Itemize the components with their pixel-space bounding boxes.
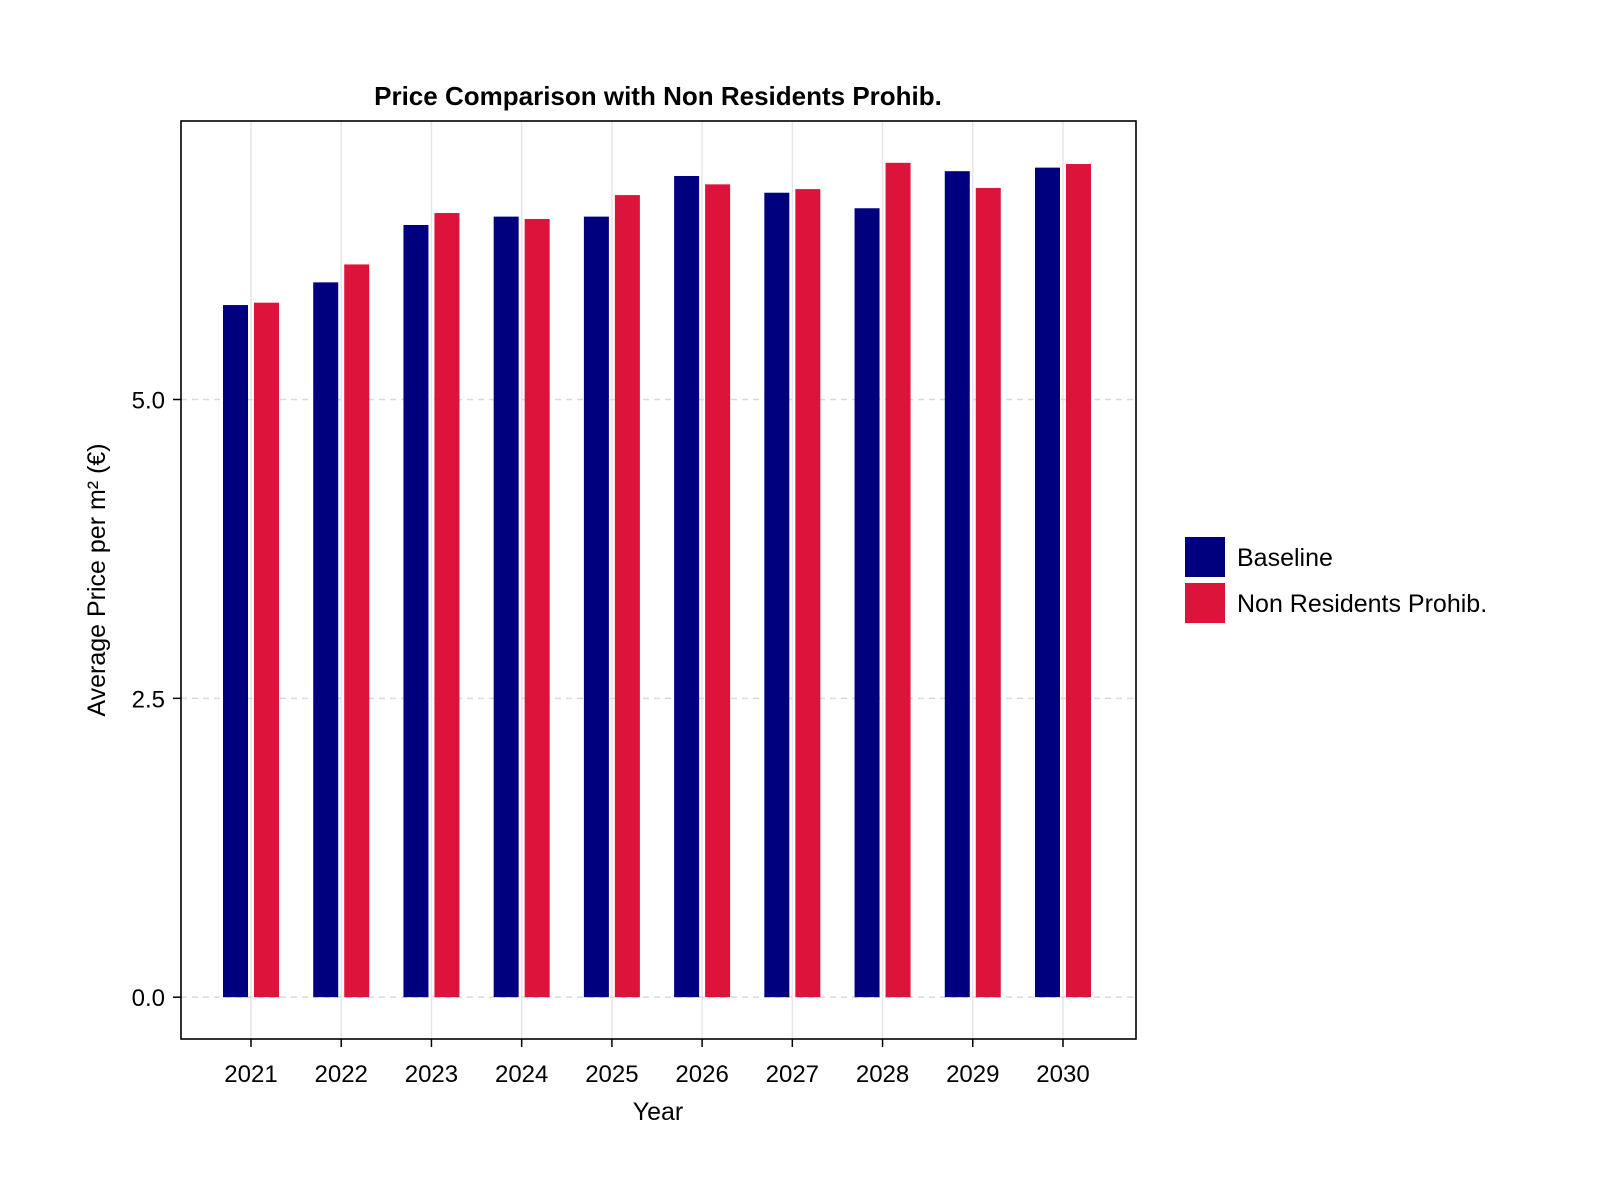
bar-non-residents-prohib--2029 bbox=[975, 187, 1001, 998]
bar-baseline-2025 bbox=[583, 216, 609, 998]
bar-baseline-2027 bbox=[764, 192, 790, 998]
bar-baseline-2021 bbox=[223, 305, 248, 998]
bar-non-residents-prohib--2023 bbox=[434, 213, 460, 998]
bar-baseline-2022 bbox=[313, 282, 339, 998]
x-axis-title: Year bbox=[633, 1098, 684, 1126]
legend-swatch bbox=[1185, 537, 1225, 577]
x-tick-label: 2021 bbox=[224, 1061, 277, 1088]
bar-baseline-2029 bbox=[944, 171, 970, 998]
bars bbox=[223, 162, 1091, 998]
bar-non-residents-prohib--2024 bbox=[524, 219, 550, 998]
x-tick-label: 2030 bbox=[1036, 1061, 1089, 1088]
bar-non-residents-prohib--2026 bbox=[705, 184, 731, 998]
legend: Baseline Non Residents Prohib. bbox=[1185, 537, 1487, 623]
legend-label: Baseline bbox=[1237, 544, 1333, 572]
bar-baseline-2028 bbox=[854, 208, 880, 998]
bar-non-residents-prohib--2022 bbox=[344, 264, 370, 998]
legend-label: Non Residents Prohib. bbox=[1237, 590, 1487, 618]
x-tick-label: 2022 bbox=[315, 1061, 368, 1088]
x-tick-label: 2025 bbox=[585, 1061, 638, 1088]
x-tick-label: 2023 bbox=[405, 1061, 458, 1088]
x-tick-label: 2026 bbox=[675, 1061, 728, 1088]
bar-non-residents-prohib--2025 bbox=[614, 195, 640, 998]
chart-title: Price Comparison with Non Residents Proh… bbox=[374, 81, 942, 111]
legend-swatch bbox=[1185, 583, 1225, 623]
y-tick-label: 0.0 bbox=[132, 985, 165, 1012]
x-tick-label: 2024 bbox=[495, 1061, 548, 1088]
x-tick-label: 2027 bbox=[766, 1061, 819, 1088]
x-tick-label: 2028 bbox=[856, 1061, 909, 1088]
axis-ticks: 2021 2022 2023 2024 2025 2026 2027 2028 2029 2030… bbox=[132, 388, 1090, 1088]
bar-baseline-2030 bbox=[1035, 167, 1060, 998]
bar-non-residents-prohib--2028 bbox=[885, 162, 911, 998]
bar-baseline-2023 bbox=[403, 224, 429, 998]
y-axis-title: Average Price per m² (€) bbox=[83, 443, 111, 716]
bar-baseline-2024 bbox=[493, 216, 519, 998]
bar-non-residents-prohib--2027 bbox=[795, 189, 821, 998]
y-tick-label: 2.5 bbox=[132, 686, 165, 713]
bar-non-residents-prohib--2021 bbox=[254, 302, 279, 998]
x-tick-label: 2029 bbox=[946, 1061, 999, 1088]
bar-non-residents-prohib--2030 bbox=[1066, 164, 1091, 998]
bar-baseline-2026 bbox=[674, 175, 700, 998]
y-tick-label: 5.0 bbox=[132, 388, 165, 415]
plot-frame bbox=[180, 120, 1137, 1040]
